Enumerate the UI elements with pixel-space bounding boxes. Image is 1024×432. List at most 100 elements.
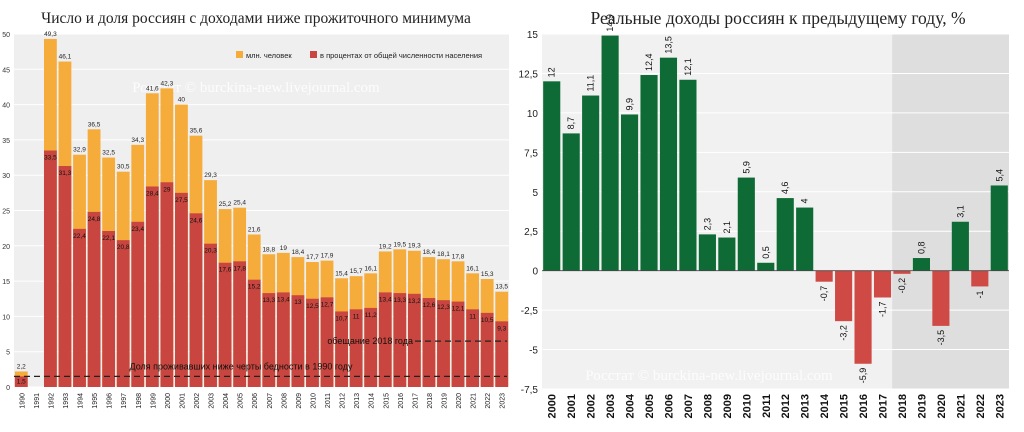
x-tick-label: 2011	[761, 394, 773, 418]
y-tick-label: 10	[527, 109, 539, 120]
x-tick-label: 2013	[800, 394, 812, 418]
bar-percent-population	[291, 295, 305, 387]
x-tick-label: 2005	[644, 394, 656, 418]
data-label: 12	[547, 67, 557, 77]
data-label-people: 25,2	[219, 201, 232, 208]
bar-positive	[582, 95, 600, 271]
data-label-people: 18,1	[437, 251, 450, 258]
bar-percent-population	[320, 297, 334, 387]
x-tick-label: 2013	[354, 393, 361, 409]
data-label: 3,1	[955, 205, 965, 218]
y-tick-label: -5	[529, 346, 538, 357]
data-label-people: 25,4	[233, 200, 246, 207]
data-label-people: 41,6	[146, 85, 159, 92]
y-tick-label: 15	[2, 279, 10, 286]
data-label-people: 32,5	[102, 150, 115, 157]
data-label-percent: 11	[353, 313, 360, 320]
x-tick-label: 2015	[839, 394, 851, 418]
data-label-percent: 11	[469, 313, 476, 320]
bar-percent-population	[204, 243, 217, 387]
x-tick-label: 2004	[625, 393, 637, 418]
x-tick-label: 1992	[48, 393, 55, 409]
legend-label-people: млн. человек	[246, 51, 292, 60]
bar-percent-population	[407, 293, 421, 387]
x-tick-label: 1994	[78, 393, 85, 409]
bar-negative	[815, 270, 833, 282]
legend-swatch-percent	[310, 51, 317, 58]
watermark: Росстат © burckina-new.livejournal.com	[132, 80, 380, 96]
data-label-percent: 13,3	[393, 297, 406, 304]
x-tick-label: 2009	[722, 394, 734, 418]
data-label-percent: 29	[163, 186, 171, 193]
data-label: 2,1	[722, 221, 732, 234]
y-tick-label: 0	[6, 385, 10, 392]
data-label-percent: 12,3	[437, 304, 450, 311]
data-label: -3,2	[839, 325, 849, 341]
data-label-people: 42,3	[161, 80, 174, 87]
data-label: -5,9	[858, 368, 868, 384]
x-tick-label: 2007	[267, 393, 274, 409]
bar-positive	[640, 75, 658, 271]
bar-positive	[757, 262, 775, 271]
x-tick-label: 2001	[566, 394, 578, 418]
data-label-percent: 22,4	[73, 233, 86, 240]
bar-positive	[912, 258, 930, 271]
x-tick-label: 2000	[547, 394, 559, 418]
data-label-people: 36,5	[88, 121, 101, 128]
data-label-people: 30,5	[117, 164, 130, 171]
x-tick-label: 1996	[107, 393, 114, 409]
bar-percent-population	[102, 230, 116, 387]
data-label-people: 17,9	[321, 253, 334, 260]
bar-percent-population	[306, 298, 319, 387]
x-tick-label: 2023	[500, 393, 507, 409]
x-tick-label: 2017	[878, 394, 890, 418]
data-label-percent: 20,8	[117, 244, 130, 251]
bar-percent-population	[58, 166, 72, 387]
shaded-period	[892, 34, 1009, 389]
data-label: 12,1	[683, 58, 693, 76]
data-label-people: 29,3	[204, 172, 217, 179]
x-tick-label: 2019	[916, 394, 928, 418]
data-label: 13,5	[663, 36, 673, 54]
bar-percent-population	[145, 186, 159, 387]
data-label-people: 19,3	[408, 243, 421, 250]
x-tick-label: 2015	[383, 393, 390, 409]
x-tick-label: 2005	[238, 393, 245, 409]
real-income-chart-svg: Реальные доходы россиян к предыдущему го…	[519, 8, 1009, 418]
watermark: Росстат © burckina-new.livejournal.com	[585, 368, 833, 384]
data-label-people: 17,7	[306, 254, 319, 261]
bar-positive	[679, 79, 697, 271]
data-label: -1,7	[878, 301, 888, 317]
x-tick-label: 1999	[150, 393, 157, 409]
x-tick-label: 2000	[165, 393, 172, 409]
y-tick-label: 50	[2, 32, 10, 39]
y-tick-label: 12,5	[519, 69, 539, 80]
data-label: 0,5	[761, 246, 771, 259]
x-tick-label: 1997	[121, 393, 128, 409]
bar-percent-population	[364, 307, 378, 387]
y-tick-label: 15	[527, 30, 539, 41]
x-tick-label: 2011	[325, 393, 332, 408]
x-tick-label: 2021	[955, 394, 967, 418]
bar-percent-population	[422, 298, 436, 387]
x-tick-label: 2020	[936, 394, 948, 418]
x-tick-label: 2020	[456, 393, 463, 409]
data-label-people: 16,1	[364, 265, 377, 272]
x-tick-label: 2012	[780, 394, 792, 418]
bar-positive	[776, 198, 794, 271]
x-tick-label: 2016	[398, 393, 405, 409]
bar-positive	[737, 177, 755, 271]
x-tick-label: 2008	[281, 393, 288, 409]
x-tick-label: 2017	[412, 393, 419, 409]
bar-percent-population	[131, 221, 145, 387]
data-label-percent: 10,5	[481, 317, 494, 324]
data-label-percent: 12,1	[452, 306, 465, 313]
data-label-percent: 12,7	[321, 301, 334, 308]
data-label-percent: 9,3	[497, 325, 506, 332]
data-label: -1	[975, 290, 985, 298]
data-label-people: 34,3	[131, 137, 144, 144]
data-label-percent: 13,3	[262, 297, 275, 304]
data-label-percent: 15,2	[248, 284, 261, 291]
data-label: -0,7	[819, 286, 829, 302]
data-label-people: 19,2	[379, 243, 392, 250]
